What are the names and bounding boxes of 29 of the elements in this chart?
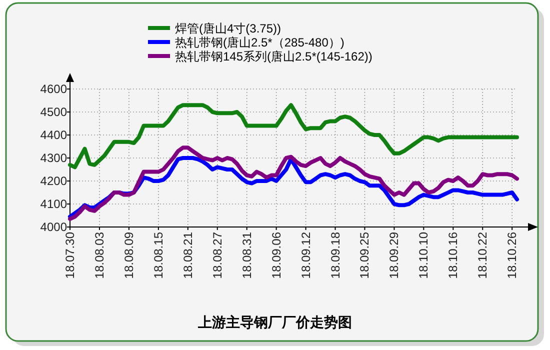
y-tick-label: 4500: [40, 105, 68, 119]
x-tick-label: 18.08.21: [180, 232, 195, 279]
x-tick-label: 18.10.16: [446, 232, 460, 279]
x-tick-label: 18.08.15: [151, 232, 166, 279]
x-tick-label: 18.09.25: [358, 232, 372, 279]
x-tick-label: 18.07.30: [63, 232, 77, 279]
x-tick-label: 18.08.31: [240, 232, 254, 279]
y-tick-label: 4400: [40, 128, 68, 142]
legend-label: 热轧带钢145系列(唐山2.5*(145-162)): [175, 50, 372, 64]
x-tick-label: 18.09.29: [387, 232, 402, 279]
x-tick-label: 18.09.12: [298, 232, 313, 279]
legend-label: 热轧带钢(唐山2.5*（285-480）): [175, 36, 344, 50]
y-tick-label: 4100: [40, 197, 68, 211]
legend-label: 焊管(唐山4寸(3.75)): [175, 22, 282, 36]
x-tick-label: 18.09.06: [269, 232, 284, 279]
y-tick-label: 4300: [40, 151, 68, 165]
x-tick-label: 18.08.09: [122, 232, 136, 279]
y-tick-label: 4600: [40, 82, 68, 96]
y-tick-label: 4200: [40, 174, 68, 188]
x-tick-label: 18.08.27: [210, 232, 224, 279]
x-tick-label: 18.10.26: [505, 232, 520, 279]
x-tick-label: 18.08.03: [92, 232, 106, 279]
line-series: [68, 146, 519, 221]
x-tick-label: 18.10.22: [476, 232, 490, 279]
text: 上游主导钢厂厂价走势图: [197, 314, 352, 330]
line-series: [68, 103, 519, 170]
x-tick-label: 18.10.10: [416, 232, 431, 279]
y-tick-label: 4000: [40, 220, 68, 234]
x-tick-label: 18.09.18: [328, 232, 342, 279]
